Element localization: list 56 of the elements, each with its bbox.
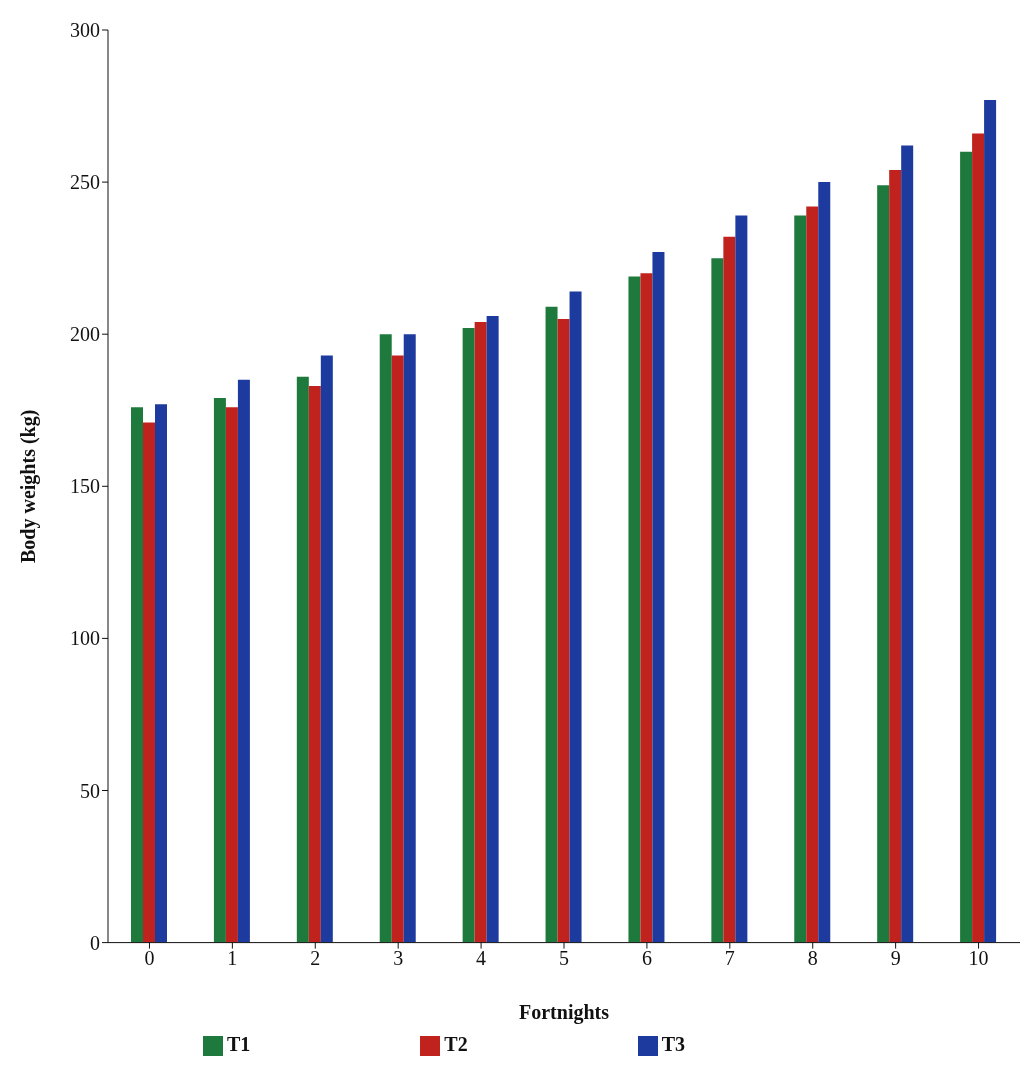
bar <box>628 276 641 943</box>
x-tick-label: 7 <box>724 946 735 969</box>
bar <box>984 99 997 943</box>
bar <box>960 151 973 943</box>
bar <box>391 355 404 943</box>
bar <box>225 407 238 943</box>
bar <box>794 215 807 943</box>
x-axis-title: Fortnights <box>519 1000 610 1024</box>
bar <box>545 306 558 943</box>
y-tick-label: 300 <box>70 19 100 42</box>
y-tick-label: 150 <box>70 475 100 498</box>
bar <box>652 252 665 943</box>
bar <box>806 206 819 943</box>
bar <box>213 398 226 943</box>
bar <box>569 291 582 943</box>
bar <box>818 182 831 943</box>
y-tick-label: 50 <box>80 779 100 802</box>
x-tick-label: 2 <box>310 946 321 969</box>
y-tick-label: 100 <box>70 627 100 650</box>
bar <box>486 315 499 943</box>
bar <box>320 355 333 943</box>
y-tick-label: 250 <box>70 171 100 194</box>
bar <box>640 273 653 943</box>
x-tick-label: 5 <box>559 946 569 969</box>
bar <box>155 404 167 943</box>
legend-label: T3 <box>661 1032 686 1055</box>
x-tick-label: 0 <box>144 946 155 969</box>
bar <box>723 236 736 943</box>
x-tick-label: 6 <box>641 946 652 969</box>
bar <box>901 145 914 943</box>
bar <box>877 185 890 943</box>
y-tick-label: 200 <box>70 323 100 346</box>
bar <box>711 258 724 943</box>
bar <box>237 379 250 943</box>
bar <box>735 215 748 943</box>
x-tick-label: 1 <box>227 946 238 969</box>
bar <box>474 322 487 943</box>
x-tick-label: 10 <box>968 946 989 969</box>
bar <box>143 422 155 943</box>
bar <box>972 133 985 943</box>
bar <box>889 169 902 943</box>
bar <box>462 328 475 943</box>
x-tick-label: 8 <box>807 946 818 969</box>
bar <box>403 334 416 943</box>
bar <box>131 407 143 943</box>
x-tick-label: 3 <box>393 946 404 969</box>
y-tick-label: 0 <box>90 931 100 954</box>
legend-label: T2 <box>444 1032 468 1055</box>
bar <box>379 334 392 943</box>
x-tick-label: 9 <box>890 946 901 969</box>
x-tick-label: 4 <box>476 946 487 969</box>
y-axis-title: Body weights (kg) <box>17 409 41 563</box>
bar <box>296 376 309 943</box>
legend-label: T1 <box>226 1032 251 1055</box>
bar <box>557 318 570 943</box>
bar <box>308 385 321 943</box>
